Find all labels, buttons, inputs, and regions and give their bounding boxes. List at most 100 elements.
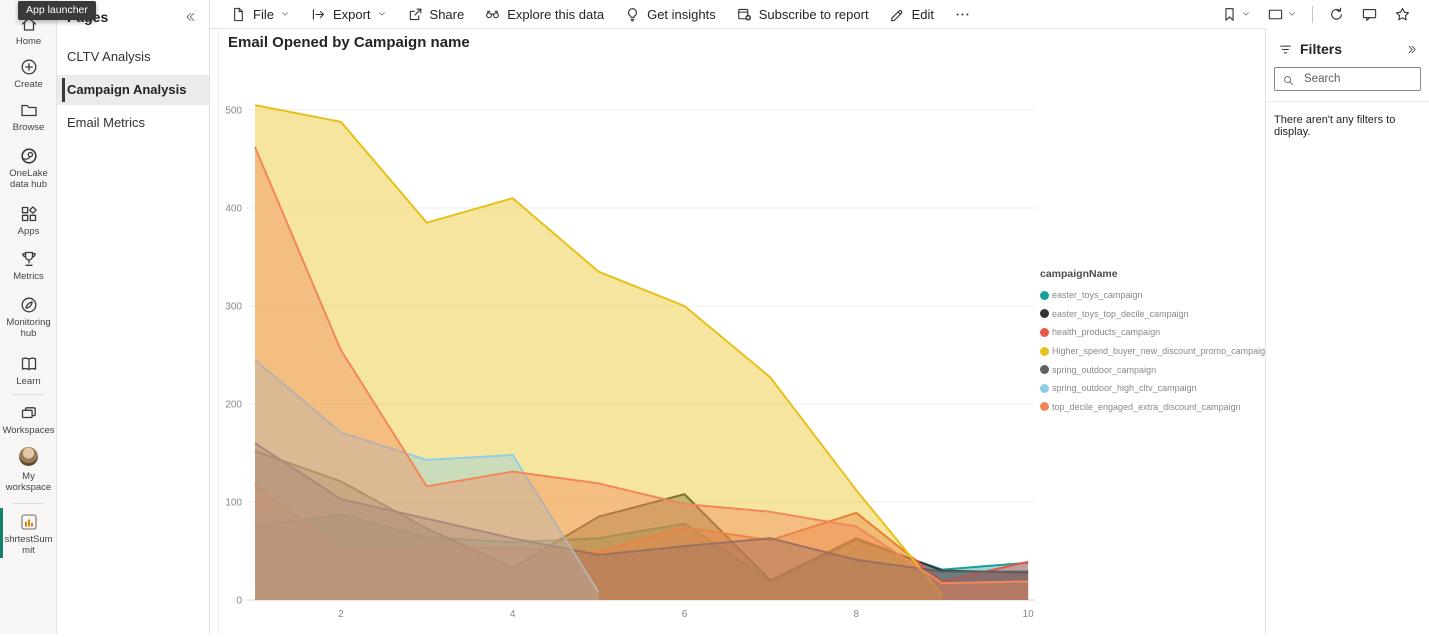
line-Higher_spend_buyer_new_discount_promo_campaign — [254, 104, 943, 596]
rail-item-apps[interactable]: Apps — [0, 204, 57, 237]
legend-item-easter_toys_top_decile_campaign[interactable]: easter_toys_top_decile_campaign — [1040, 305, 1270, 324]
chevron-down-icon — [282, 12, 288, 16]
rail-item-monitoring-hub[interactable]: Monitoring hub — [0, 295, 57, 339]
subscribe-icon — [737, 8, 751, 21]
page-tab-cltv-analysis[interactable]: CLTV Analysis — [67, 49, 151, 64]
rail-item-my-workspace[interactable]: My workspace — [0, 447, 57, 493]
rail-item-label: OneLake data hub — [9, 168, 48, 190]
report-icon — [20, 514, 37, 530]
filter-icon — [1278, 41, 1293, 57]
rail-item-metrics[interactable]: Metrics — [0, 249, 57, 282]
x-axis-label: 6 — [682, 609, 688, 620]
monitoring-icon — [21, 297, 36, 313]
get-insights-button[interactable]: Get insights — [614, 0, 726, 28]
y-axis-label: 500 — [225, 106, 242, 117]
refresh-button[interactable] — [1320, 0, 1353, 28]
x-axis-label: 10 — [1023, 609, 1035, 620]
file-button[interactable]: File — [220, 0, 300, 28]
collapse-filters-button[interactable] — [1406, 43, 1419, 56]
rail-item-onelake-data-hub[interactable]: OneLake data hub — [0, 146, 57, 190]
filters-empty-message: There aren't any filters to display. — [1274, 114, 1396, 139]
comment-icon — [1362, 8, 1377, 21]
view-button[interactable] — [1259, 0, 1305, 28]
legend-item-top_decile_engaged_extra_discount_campaign[interactable]: top_decile_engaged_extra_discount_campai… — [1040, 398, 1270, 417]
learn-icon — [21, 357, 36, 371]
toolbar-divider — [1312, 5, 1313, 23]
area-health_products_campaign — [255, 484, 1029, 600]
x-axis-label: 2 — [338, 609, 344, 620]
y-axis-label: 0 — [236, 596, 242, 607]
line-spring_outdoor_high_cltv_campaign — [254, 359, 600, 593]
legend-label: Higher_spend_buyer_new_discount_promo_ca… — [1052, 346, 1271, 357]
filter-icon — [1280, 45, 1291, 54]
rail-selected-indicator — [0, 508, 3, 558]
insights-icon — [628, 7, 637, 21]
double-chevron-right-icon — [1408, 45, 1416, 53]
legend-dot — [1040, 365, 1049, 375]
filters-divider — [1266, 101, 1429, 103]
filters-panel: Filters There aren't any filters to disp… — [1265, 28, 1429, 634]
chart-legend: campaignName easter_toys_campaign easter_… — [1040, 268, 1270, 416]
rail-item-create[interactable]: Create — [0, 57, 57, 90]
collapse-pages-button[interactable] — [183, 10, 197, 24]
legend-item-health_products_campaign[interactable]: health_products_campaign — [1040, 323, 1270, 342]
rail-item-label: Create — [14, 79, 43, 90]
metrics-icon — [21, 251, 36, 266]
edit-button[interactable]: Edit — [879, 0, 944, 28]
legend-dot — [1040, 290, 1049, 300]
explore-this-data-button[interactable]: Explore this data — [474, 0, 614, 28]
report-toolbar: File Export Share Explore this data Get insi… — [210, 0, 1429, 29]
legend-item-easter_toys_campaign[interactable]: easter_toys_campaign — [1040, 286, 1270, 305]
apps-icon — [21, 206, 37, 222]
legend-item-Higher_spend_buyer_new_discount_promo_campaign[interactable]: Higher_spend_buyer_new_discount_promo_ca… — [1040, 342, 1270, 361]
rail-item-label: Browse — [12, 122, 45, 133]
legend-item-spring_outdoor_campaign[interactable]: spring_outdoor_campaign — [1040, 360, 1270, 379]
more-button[interactable] — [944, 0, 981, 28]
legend-label: spring_outdoor_campaign — [1052, 364, 1157, 375]
legend-item-spring_outdoor_high_cltv_campaign[interactable]: spring_outdoor_high_cltv_campaign — [1040, 379, 1270, 398]
rail-item-label: Metrics — [13, 271, 44, 282]
y-axis-label: 400 — [225, 204, 242, 215]
rail-item-shrtestsummit[interactable]: shrtestSummit — [0, 512, 57, 556]
explore-icon — [486, 10, 500, 18]
toolbar-item-label: Export — [332, 6, 371, 22]
subscribe-to-report-button[interactable]: Subscribe to report — [726, 0, 879, 28]
search-icon — [1282, 72, 1295, 87]
line-top_decile_engaged_extra_discount_campaign — [254, 146, 1029, 585]
page-tab-email-metrics[interactable]: Email Metrics — [67, 115, 146, 130]
legend-label: top_decile_engaged_extra_discount_campai… — [1052, 401, 1241, 412]
bookmark-icon — [1225, 7, 1234, 21]
legend-dot — [1040, 309, 1049, 319]
y-axis-label: 300 — [225, 302, 242, 313]
filters-search-input[interactable] — [1302, 72, 1413, 87]
export-button[interactable]: Export — [300, 0, 397, 28]
refresh-icon — [1331, 7, 1342, 20]
share-button[interactable]: Share — [397, 0, 475, 28]
area-chart[interactable]: 0 100 200 300 400 500 2 4 6 8 10 — [210, 28, 1265, 634]
rail-item-workspaces[interactable]: Workspaces — [0, 403, 57, 436]
bookmark-button[interactable] — [1213, 0, 1259, 28]
rail-divider — [12, 394, 44, 395]
view-icon — [1268, 9, 1283, 19]
toolbar-item-label: Edit — [911, 6, 934, 22]
rail-item-label: shrtestSummit — [4, 534, 53, 556]
chevron-down-icon — [378, 12, 385, 16]
filters-search-box[interactable] — [1274, 67, 1421, 92]
toolbar-item-label: Subscribe to report — [758, 6, 869, 22]
rail-item-label: Home — [15, 36, 42, 47]
toolbar-item-label: Share — [429, 6, 465, 22]
rail-divider — [12, 503, 44, 504]
filters-panel-title: Filters — [1300, 41, 1343, 58]
comment-button[interactable] — [1353, 0, 1386, 28]
toolbar-item-label: Explore this data — [507, 6, 605, 22]
line-spring_outdoor_campaign — [254, 442, 1029, 573]
rail-item-learn[interactable]: Learn — [0, 354, 57, 387]
star-button[interactable] — [1386, 0, 1419, 28]
area-spring_outdoor_campaign — [255, 443, 1029, 600]
page-tab-campaign-analysis[interactable]: Campaign Analysis — [57, 75, 209, 105]
rail-item-browse[interactable]: Browse — [0, 100, 57, 133]
rail-item-label: My workspace — [5, 471, 52, 493]
browse-icon — [20, 104, 37, 117]
area-Higher_spend_buyer_new_discount_promo_campaign — [255, 105, 943, 600]
